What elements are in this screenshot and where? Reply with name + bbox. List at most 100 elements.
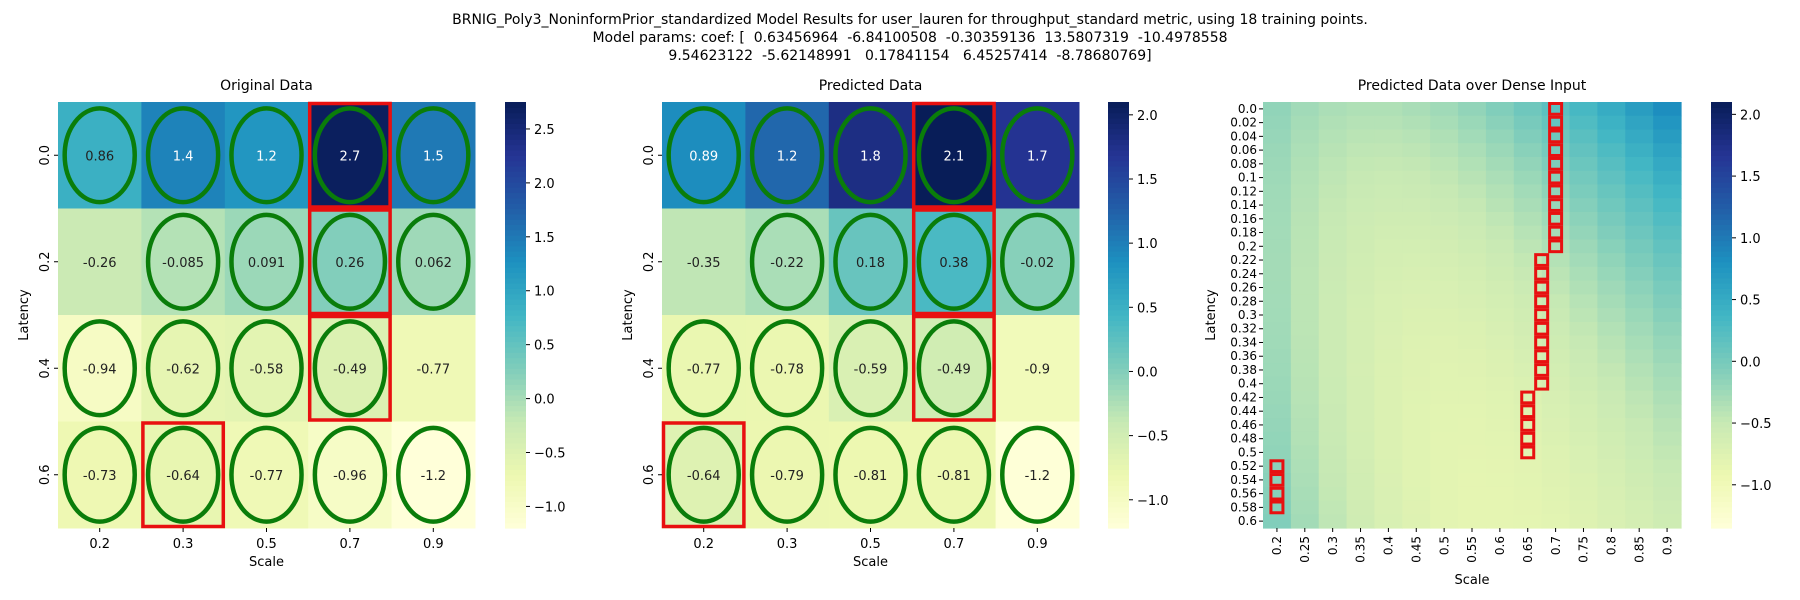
heatmap-cell [1430,486,1459,502]
heatmap-cell [1653,376,1682,392]
y-tick-label: 0.6 [38,464,53,485]
heatmap-cell [1402,294,1431,309]
training-point-circle [145,212,221,311]
heatmap-cell [1263,129,1292,144]
heatmap-cell [1485,390,1515,405]
heatmap-cell [1402,445,1431,460]
heatmap-cell [1374,376,1403,392]
x-tick-label: 0.2 [89,537,110,552]
heatmap-cell [224,421,309,529]
colorbar-band [1108,102,1129,108]
cell-value-label: 0.062 [415,256,452,271]
colorbar-band [505,128,526,135]
colorbar-band [1711,384,1732,391]
heatmap-cell [308,421,393,529]
heatmap-cell [1513,198,1543,213]
heatmap-cell [1402,156,1431,172]
y-tick-label: 0.6 [642,464,657,485]
heatmap-cell [1346,129,1376,144]
colorbar-band [505,325,526,332]
heatmap-cell [1402,184,1431,199]
heatmap-cell [1597,349,1626,364]
colorbar-band [1711,448,1732,455]
heatmap-cell [1485,418,1515,433]
heatmap-cell [1569,321,1598,337]
heatmap-cell [1625,308,1654,323]
colorbar-band [1108,155,1129,162]
heatmap-cell [1485,321,1515,337]
heatmap-cell [1597,431,1626,447]
heatmap-cell [1485,486,1515,502]
heatmap-cell [1374,349,1403,364]
max-cell-box [307,101,392,209]
colorbar-band [1711,288,1732,295]
heatmap-cell [1290,184,1320,199]
training-point-circle [312,425,388,524]
heatmap-cell [1346,239,1376,254]
training-point-circle [145,106,221,205]
heatmap-cell [1625,431,1654,447]
training-point-circle [312,106,388,205]
heatmap-cell [745,102,830,209]
max-cell-box [1548,225,1564,240]
colorbar-band [1711,155,1732,162]
colorbar-band [505,123,526,130]
heatmap-cell [1402,129,1431,144]
colorbar-band [505,400,526,407]
training-point-circle [833,212,908,311]
heatmap-cell [1402,376,1431,392]
y-tick-label: 0.46 [1230,418,1257,432]
heatmap-cell [1569,225,1598,241]
colorbar-band [1108,373,1129,380]
x-tick-label: 0.9 [1027,537,1048,552]
colorbar-band [1108,133,1129,140]
colorbar-band [1711,480,1732,486]
heatmap-cell [1625,253,1654,268]
colorbar-band [1711,197,1732,204]
heatmap-cell [1485,500,1515,515]
heatmap-cell [391,208,476,316]
heatmap-cell [1485,404,1515,419]
training-point-circle [229,106,304,205]
heatmap-cell [1346,445,1376,460]
heatmap-cell [1485,198,1515,213]
heatmap-cell [1569,431,1598,447]
heatmap-cell [1346,115,1376,131]
y-tick-label: 0.2 [642,251,657,272]
colorbar-band [1711,309,1732,316]
heatmap-cell [1263,363,1292,378]
heatmap-cell [1625,280,1654,295]
x-tick-label: 0.9 [423,537,444,552]
heatmap-cell [308,315,393,422]
colorbar-band [1108,426,1129,433]
figure-title-line1: BRNIG_Poly3_NoninformPrior_standardized … [452,12,1368,28]
training-point-circle [62,319,137,418]
heatmap-cell [1430,198,1459,213]
colorbar-tick-label: 1.5 [1137,173,1158,188]
max-cell-box [1534,280,1550,295]
colorbar-band [505,378,526,385]
heatmap-cell [1569,500,1598,515]
colorbar-band [1711,128,1732,135]
colorbar-band [505,394,526,401]
training-point-circle [749,106,825,205]
y-tick-label: 0.4 [642,358,657,379]
heatmap-cell [1597,198,1626,213]
cell-value-label: 0.18 [856,256,885,271]
cell-value-label: -0.26 [83,256,117,271]
colorbar-band [1711,416,1732,423]
x-tick-label: 0.4 [1382,536,1396,555]
heatmap-cell [1318,404,1348,419]
heatmap-cell [1653,418,1682,433]
colorbar-band [505,405,526,412]
colorbar-band [1108,517,1129,524]
heatmap-cell [1625,376,1654,392]
heatmap-cell [1430,445,1459,460]
colorbar-tick-label: −1.0 [1137,494,1169,509]
heatmap-cell [1346,294,1376,309]
heatmap-cell [1374,390,1403,405]
colorbar-tick-label: 0.0 [534,393,555,408]
heatmap-cell [1513,156,1543,172]
heatmap-cell [1541,486,1571,502]
x-tick-label: 0.7 [340,537,361,552]
